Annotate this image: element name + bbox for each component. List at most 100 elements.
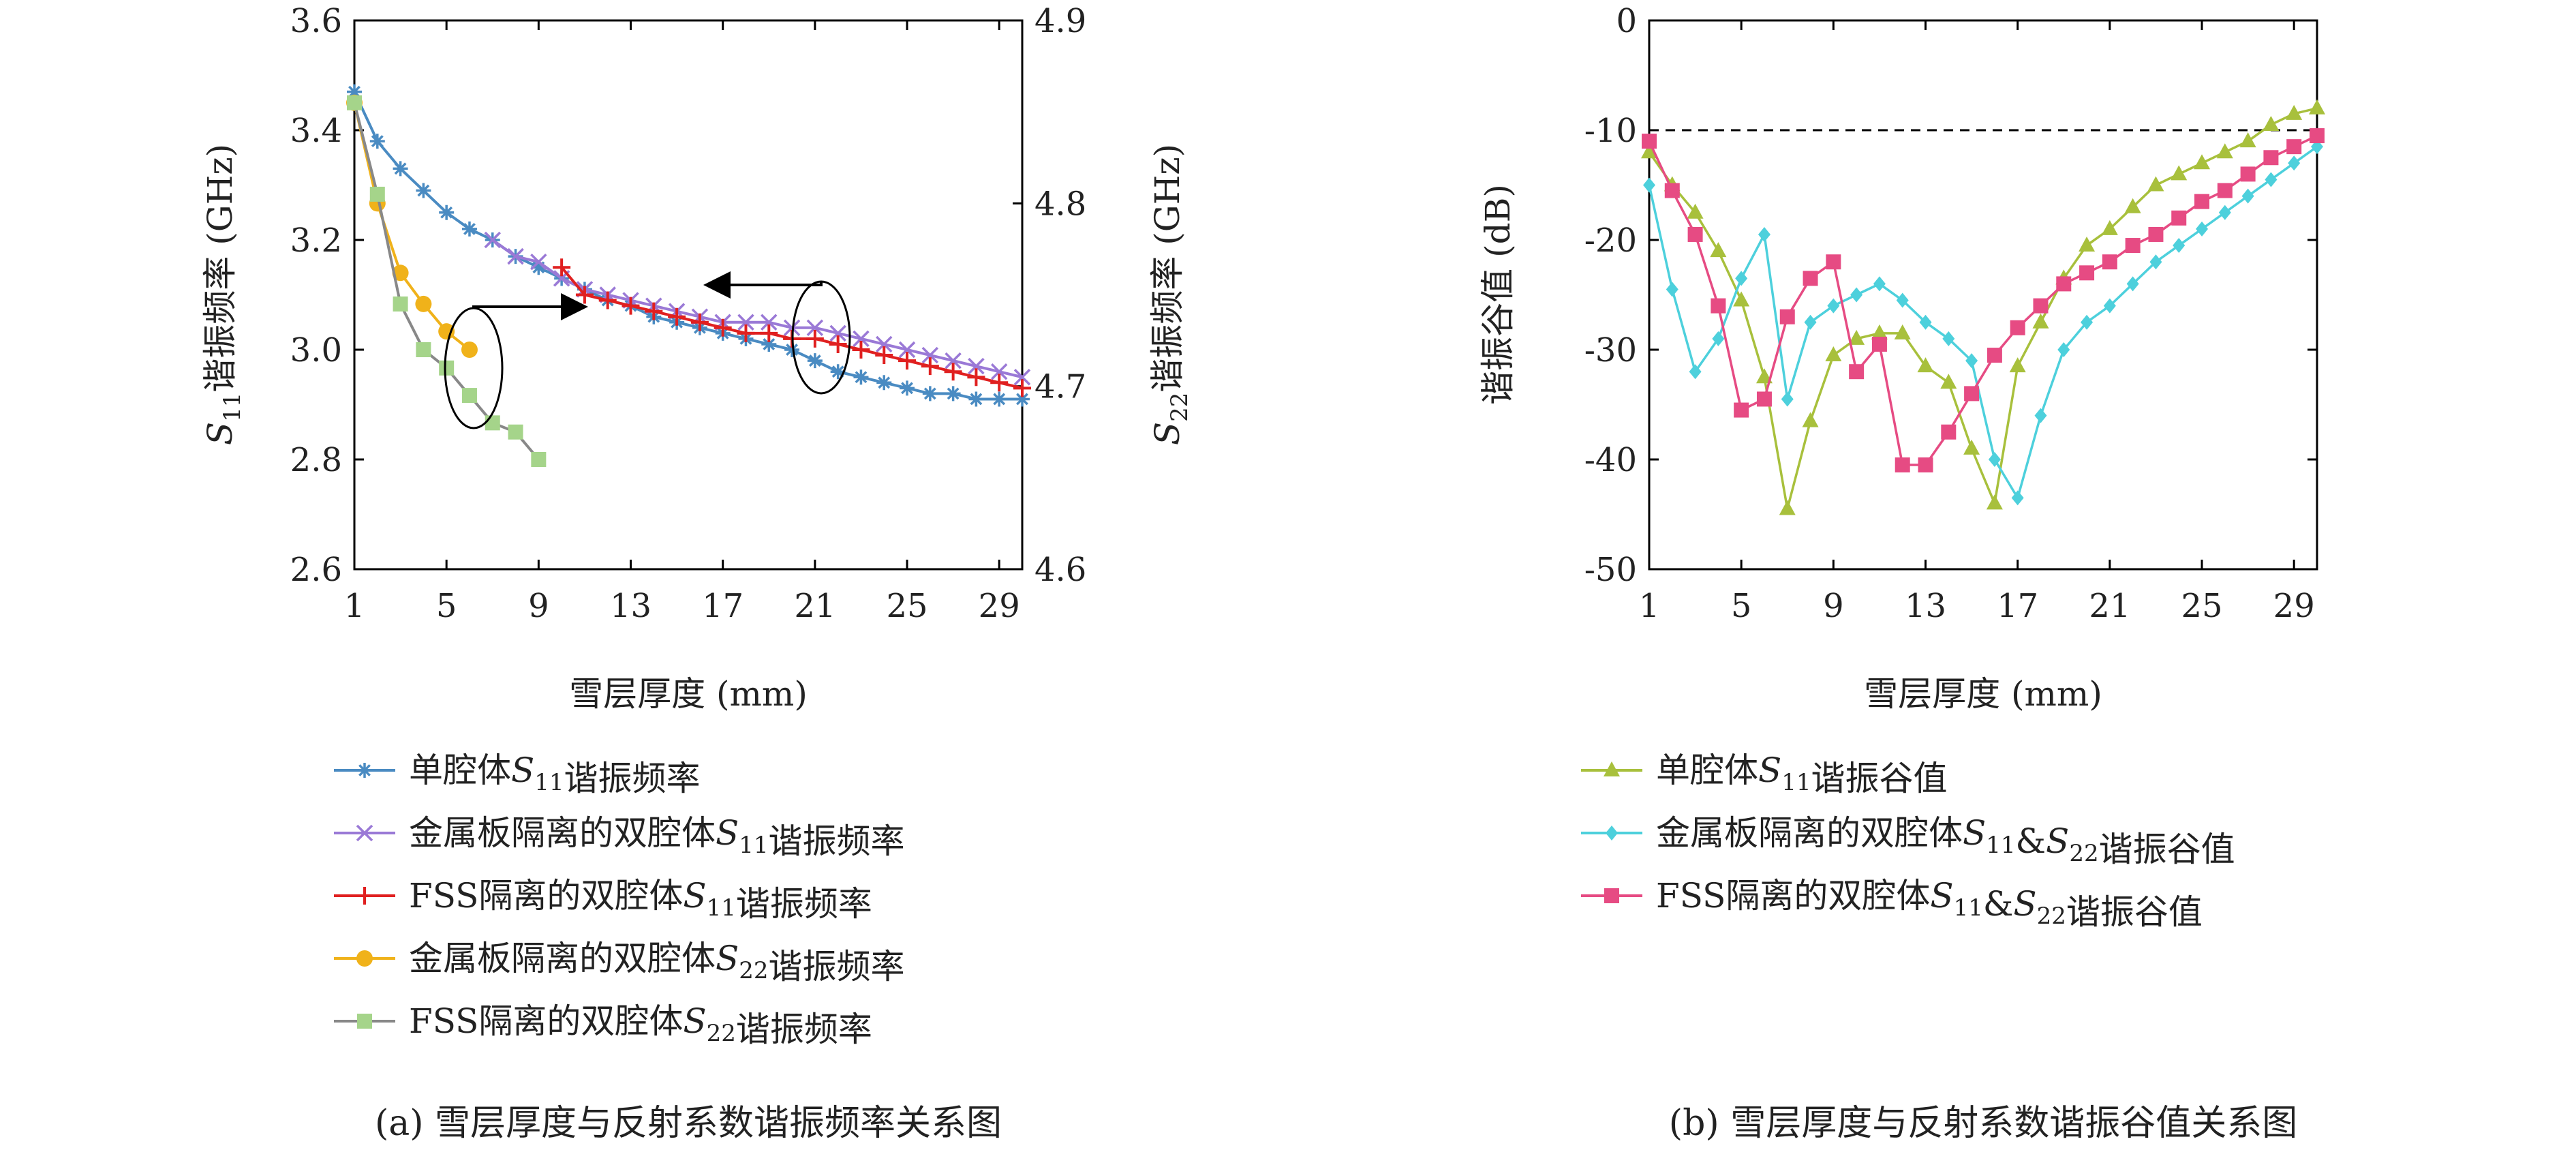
data-point <box>393 296 408 312</box>
data-point <box>415 295 432 312</box>
data-point <box>439 205 455 220</box>
y-right-tick-label: 4.8 <box>1034 185 1086 223</box>
data-point <box>921 357 939 376</box>
legend-marker <box>1604 761 1620 776</box>
series-line-0 <box>1648 107 2318 509</box>
data-point <box>2218 205 2231 220</box>
resonance-frequency-chart: 1 5 9 13 17 21 25 29 2.6 2.8 3.0 3.2 3.4 3.6 4.6 4.7 4.8… <box>200 2 1193 1144</box>
data-point <box>369 134 385 149</box>
legend-marker <box>356 950 373 967</box>
data-point <box>830 364 846 380</box>
legend-marker <box>356 824 373 842</box>
data-point <box>2034 408 2047 423</box>
data-point <box>853 330 870 348</box>
data-point <box>2217 183 2233 198</box>
data-point <box>1965 353 1978 369</box>
data-point <box>2196 221 2209 237</box>
data-point <box>1986 494 2003 510</box>
data-point <box>1641 143 1657 159</box>
data-point <box>1896 292 1909 308</box>
caption-b: (b) 雪层厚度与反射系数谐振谷值关系图 <box>1669 1103 2297 1144</box>
data-point <box>1781 391 1794 407</box>
data-point <box>2309 99 2325 115</box>
x-tick-label: 9 <box>1823 587 1844 625</box>
y-right-tick-label: 4.9 <box>1034 2 1086 40</box>
data-point <box>1013 369 1031 386</box>
data-point <box>484 231 501 249</box>
data-point <box>1779 309 1795 324</box>
data-point <box>553 258 571 277</box>
data-point <box>2263 150 2279 166</box>
legend-marker <box>357 1014 372 1029</box>
data-point <box>1687 203 1704 219</box>
data-point <box>737 314 754 331</box>
data-point <box>2149 254 2162 270</box>
data-point <box>690 313 709 331</box>
data-point <box>598 291 617 309</box>
data-point <box>1642 134 1657 149</box>
arrow-left-path <box>703 271 823 299</box>
arrow-right-path <box>472 293 588 320</box>
y-tick-label: -10 <box>1584 112 1637 150</box>
y-left-tick-label: 3.2 <box>290 222 342 260</box>
data-point <box>485 415 500 431</box>
data-point <box>668 307 686 326</box>
data-point <box>1666 282 1678 297</box>
series-line-1 <box>491 239 1023 379</box>
data-point <box>1755 368 1773 384</box>
data-point <box>2011 490 2024 506</box>
series-line-1 <box>1648 145 2318 501</box>
data-point <box>829 324 846 342</box>
data-point <box>2032 313 2049 329</box>
data-point <box>508 424 523 440</box>
data-point <box>2147 176 2164 192</box>
data-point <box>461 221 477 237</box>
x-tick-label: 1 <box>1639 587 1660 625</box>
data-point <box>852 341 870 359</box>
y-left-tick-label: 2.8 <box>290 441 342 479</box>
data-point <box>1963 439 1980 455</box>
series-line-2 <box>1648 134 2318 466</box>
legend-marker <box>356 887 373 905</box>
data-point <box>1871 324 1888 339</box>
data-point <box>2288 155 2301 171</box>
data-point <box>1873 276 1886 292</box>
data-point <box>507 247 524 265</box>
data-point <box>737 324 755 342</box>
data-point <box>2079 265 2095 281</box>
data-point <box>761 314 778 331</box>
caption-a: (a) 雪层厚度与反射系数谐振频率关系图 <box>375 1103 1002 1144</box>
data-point <box>898 352 917 370</box>
data-point <box>416 342 431 357</box>
data-point <box>1804 314 1817 330</box>
data-point <box>2239 132 2256 148</box>
data-point <box>1918 457 1933 473</box>
legend-label: 单腔体S11谐振谷值 <box>1656 751 1948 798</box>
data-point <box>853 369 869 385</box>
y-left-tick-label: 3.6 <box>290 2 342 40</box>
data-point <box>1643 177 1655 193</box>
data-point <box>393 161 408 177</box>
axis-title-x-a: 雪层厚度 (mm) <box>569 674 808 714</box>
legend-marker <box>1606 826 1618 841</box>
data-point <box>2265 172 2278 187</box>
y-tick-label: -30 <box>1584 331 1637 369</box>
data-point <box>876 335 893 353</box>
data-point <box>761 336 777 352</box>
x-tick-label: 29 <box>2273 587 2315 625</box>
data-point <box>922 386 938 402</box>
legend-label: 单腔体S11谐振频率 <box>409 751 701 798</box>
data-point <box>1964 386 1980 402</box>
legend-label: FSS隔离的双腔体S11&S22谐振谷值 <box>1656 876 2203 932</box>
data-point <box>2102 254 2117 270</box>
data-point <box>461 388 477 404</box>
data-point <box>806 319 824 337</box>
legend-marker <box>1604 888 1619 903</box>
data-point <box>2241 188 2254 204</box>
data-point <box>921 346 939 364</box>
data-point <box>645 302 663 320</box>
data-point <box>968 391 984 407</box>
data-point <box>2263 115 2280 131</box>
y-left-tick-label: 2.6 <box>290 551 342 589</box>
